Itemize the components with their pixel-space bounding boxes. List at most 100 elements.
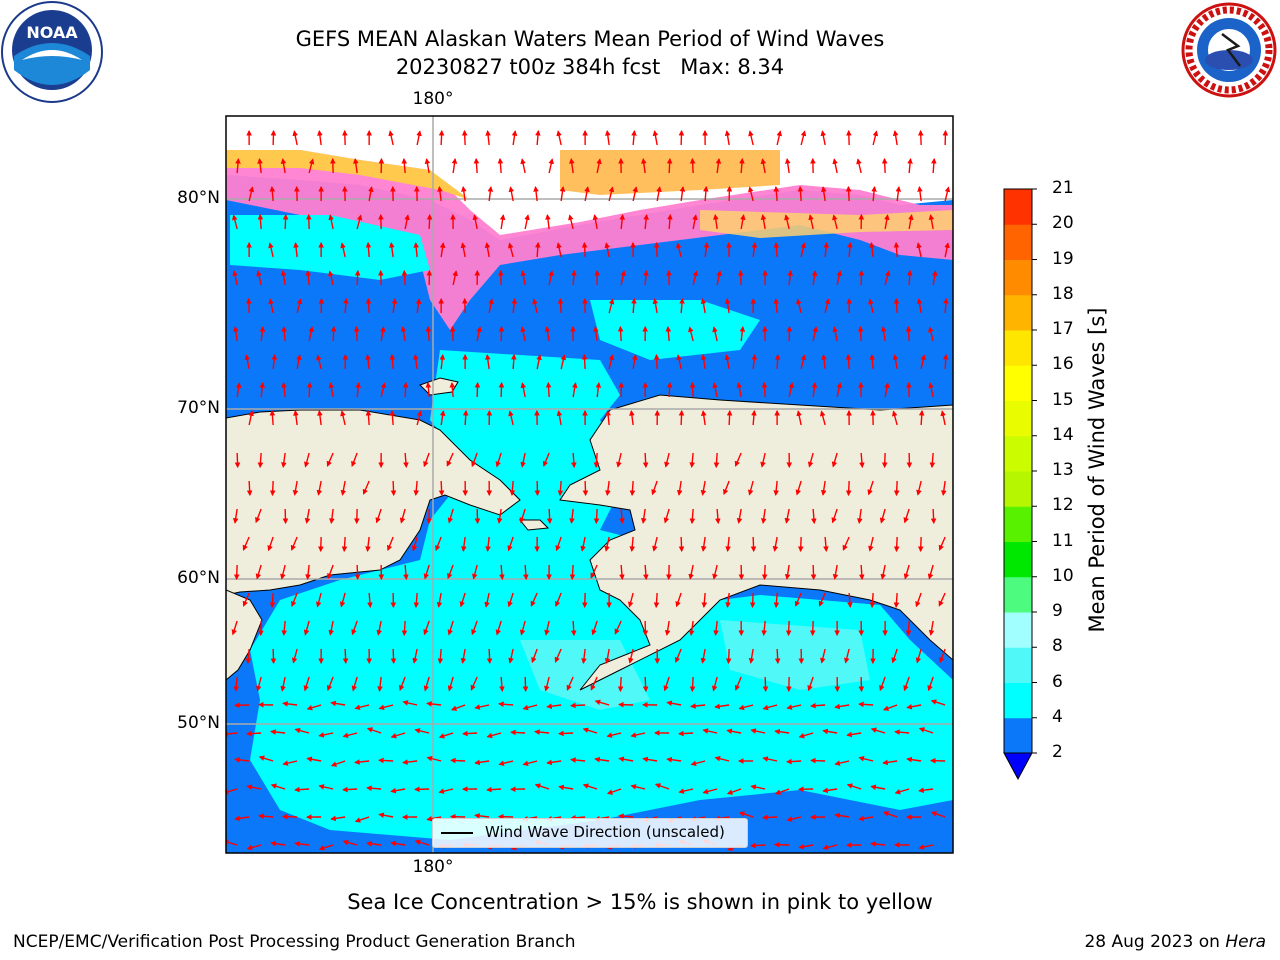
wind-wave-arrow	[365, 241, 372, 258]
wind-wave-arrow	[498, 760, 514, 766]
wind-wave-arrow	[282, 213, 289, 230]
wind-wave-arrow	[355, 381, 361, 398]
wind-wave-arrow	[451, 157, 458, 174]
wind-wave-arrow	[235, 157, 241, 174]
wind-wave-arrow	[870, 727, 886, 734]
wind-wave-arrow	[666, 157, 673, 174]
wind-wave-arrow	[439, 242, 446, 258]
wind-wave-arrow	[796, 298, 802, 314]
wind-wave-arrow	[784, 214, 790, 230]
wind-wave-arrow	[690, 760, 706, 767]
wind-wave-arrow	[495, 620, 502, 636]
wind-wave-arrow	[795, 480, 802, 496]
wind-wave-arrow	[520, 158, 526, 174]
wind-wave-arrow	[593, 325, 599, 342]
wind-wave-arrow	[255, 508, 262, 524]
wind-wave-arrow	[280, 564, 286, 580]
wind-wave-arrow	[716, 270, 722, 286]
footer-date: 28 Aug 2023 on Hera	[1084, 932, 1266, 952]
wind-wave-arrow	[748, 186, 754, 202]
wind-wave-arrow	[798, 843, 814, 850]
wind-wave-arrow	[354, 816, 370, 823]
wind-wave-arrow	[869, 241, 875, 258]
wind-wave-arrow	[342, 648, 349, 665]
colorbar-segment	[1004, 189, 1032, 225]
wind-wave-arrow	[546, 703, 562, 709]
wind-wave-arrow	[423, 452, 430, 468]
wind-wave-arrow	[928, 382, 934, 398]
wind-wave-arrow	[593, 508, 600, 525]
wind-wave-arrow	[823, 536, 829, 553]
wind-wave-arrow	[920, 354, 926, 370]
wind-wave-arrow	[749, 592, 756, 609]
wind-wave-arrow	[737, 269, 744, 286]
wind-wave-arrow	[367, 592, 373, 609]
wind-wave-arrow	[341, 536, 348, 553]
wind-wave-arrow	[939, 648, 946, 664]
wind-wave-arrow	[811, 270, 818, 286]
wind-wave-arrow	[604, 648, 611, 664]
wind-wave-arrow	[870, 841, 886, 847]
wind-wave-arrow	[713, 452, 720, 469]
wind-wave-arrow	[303, 676, 310, 692]
sea-ice-patch	[560, 150, 780, 195]
wind-wave-arrow	[845, 353, 852, 370]
wind-wave-arrow	[290, 536, 298, 551]
wind-wave-arrow	[257, 452, 264, 469]
wind-wave-arrow	[400, 326, 407, 342]
wind-wave-arrow	[546, 508, 553, 525]
wind-wave-arrow	[556, 410, 563, 426]
wind-wave-arrow	[303, 620, 310, 636]
wind-wave-arrow	[712, 382, 718, 398]
wind-wave-arrow	[915, 592, 922, 608]
wind-wave-arrow	[226, 839, 238, 846]
wind-wave-arrow	[832, 214, 838, 230]
wind-wave-arrow	[643, 269, 649, 286]
wind-wave-arrow	[571, 269, 577, 286]
wind-wave-arrow	[292, 480, 299, 496]
wind-wave-arrow	[928, 326, 934, 342]
wind-wave-arrow	[688, 326, 694, 342]
wind-wave-arrow	[510, 729, 526, 736]
wind-wave-arrow	[629, 480, 636, 497]
wind-wave-arrow	[724, 130, 731, 146]
wind-wave-arrow	[523, 564, 529, 581]
wind-wave-arrow	[917, 185, 923, 202]
wind-wave-arrow	[725, 648, 732, 665]
wind-wave-arrow	[664, 620, 671, 636]
wind-wave-arrow	[856, 158, 862, 174]
wind-wave-arrow	[328, 270, 334, 286]
wind-wave-arrow	[640, 508, 647, 524]
wind-wave-arrow	[353, 325, 360, 342]
wind-wave-arrow	[893, 297, 900, 314]
wind-wave-arrow	[713, 620, 719, 637]
wind-wave-arrow	[844, 648, 850, 664]
wind-wave-arrow	[388, 130, 394, 146]
wind-wave-arrow	[867, 480, 874, 496]
wind-wave-arrows	[226, 129, 951, 851]
wind-wave-arrow	[256, 270, 262, 286]
wind-wave-arrow	[605, 480, 611, 497]
wind-wave-arrow	[522, 676, 529, 693]
wind-wave-arrow	[569, 564, 576, 581]
wind-wave-arrow	[535, 241, 541, 258]
wind-wave-arrow	[450, 704, 466, 711]
wind-wave-arrow	[857, 508, 863, 525]
st-lawrence-island	[518, 519, 550, 531]
wind-wave-arrow	[558, 730, 574, 737]
wind-wave-arrow	[450, 757, 466, 764]
wind-wave-arrow	[401, 157, 408, 174]
wind-wave-arrow	[656, 186, 662, 202]
wind-wave-arrow	[488, 298, 494, 314]
wind-wave-arrow	[545, 381, 552, 398]
wind-wave-arrow	[438, 480, 445, 497]
wind-wave-arrow	[689, 452, 695, 469]
wind-wave-arrow	[892, 130, 899, 146]
wind-wave-arrow	[689, 508, 696, 525]
wind-wave-arrow	[927, 564, 934, 580]
wind-wave-arrow	[556, 242, 562, 258]
wind-wave-arrow	[747, 480, 754, 496]
wind-wave-arrow	[882, 811, 898, 818]
wind-wave-arrow	[740, 214, 746, 230]
colorbar-tick-label: 6	[1052, 671, 1063, 692]
